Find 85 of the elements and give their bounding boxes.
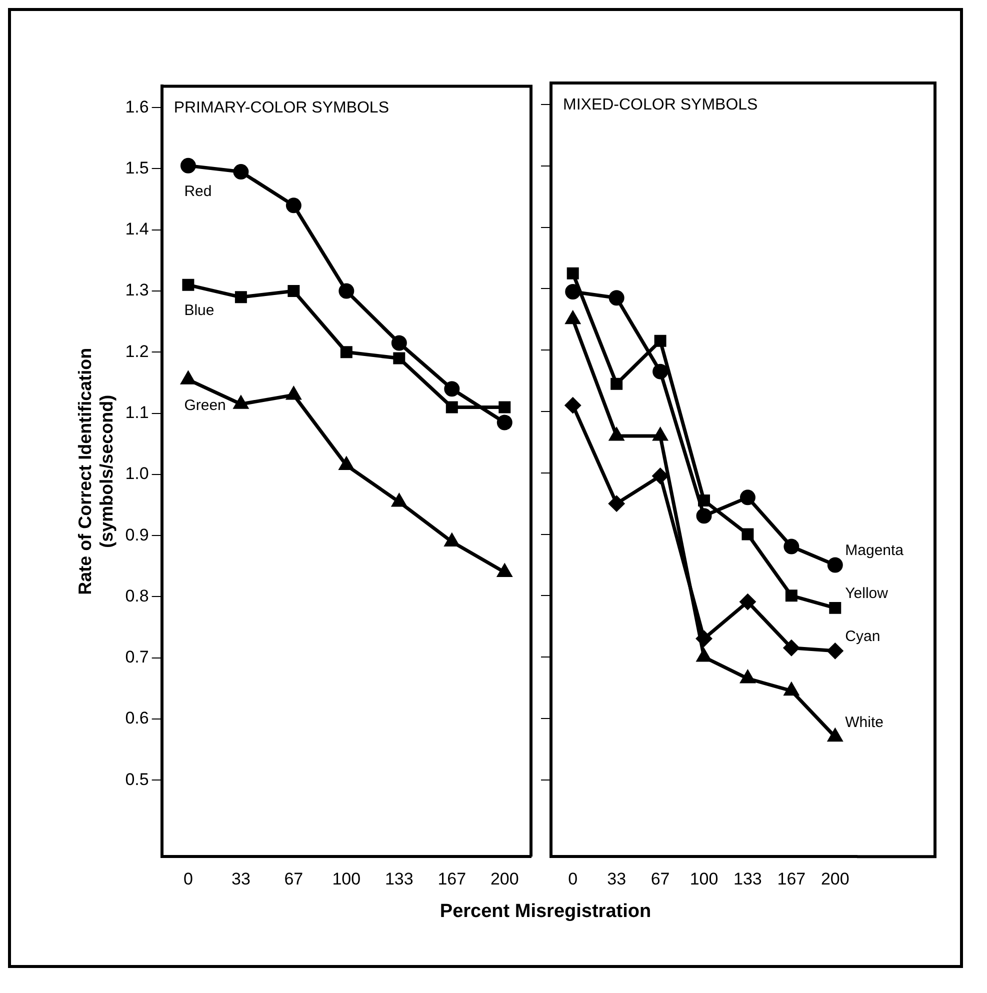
point [339,458,354,470]
point [696,508,712,524]
point [566,267,579,280]
point [340,346,352,358]
x-tick-label: 167 [438,869,466,888]
point [652,468,668,484]
point [785,590,798,602]
x-tick-label: 200 [820,869,850,888]
point [234,291,247,304]
point [392,494,406,507]
point [498,401,511,414]
series-label: Red [184,182,212,200]
y-tick-label: 0.5 [125,770,149,789]
y-tick-label: 0.7 [125,648,149,667]
series-label: Cyan [845,628,880,646]
point [446,401,458,414]
x-tick-label: 100 [690,869,718,888]
point [444,534,459,546]
point [696,630,712,646]
series-label: Blue [184,302,214,320]
point [565,398,581,414]
point [182,278,194,291]
y-tick-label: 1.1 [125,403,149,422]
series-label: Yellow [845,585,888,602]
text: MIXED-COLOR SYMBOLS [563,96,758,114]
y-tick-label: 1.3 [125,280,149,300]
point [233,164,249,180]
point [740,490,756,506]
point [784,538,800,554]
point [610,378,623,390]
point [181,372,196,384]
x-tick-label: 33 [607,869,626,888]
point [286,387,301,400]
series-label: Magenta [845,542,904,560]
point [784,640,800,656]
point [391,335,407,351]
point [566,312,580,324]
point [742,528,754,540]
point [338,283,354,299]
point [654,334,666,347]
x-axis-title: Percent Misregistration [438,901,652,923]
point [652,364,668,380]
y-axis-title: Rate of Correct Identification (symbols/second) [74,348,116,595]
point [608,290,624,306]
point [828,729,842,742]
point [653,428,668,441]
y-tick-label: 1.2 [125,342,149,361]
x-tick-label: 0 [568,869,578,888]
y-tick-label: 1.6 [125,97,149,116]
x-tick-label: 133 [734,869,762,888]
y-tick-label: 0.6 [125,708,149,728]
point [496,414,512,430]
point [444,381,460,397]
x-tick-label: 67 [284,869,304,888]
point [827,557,843,573]
point [288,285,300,298]
x-tick-label: 33 [231,869,250,888]
y-tick-label: 0.9 [125,525,149,544]
x-tick-label: 167 [777,869,806,888]
y-tick-label: 1.4 [125,220,149,239]
point [697,649,711,662]
x-tick-label: 200 [490,869,519,888]
point [565,284,581,300]
point [286,198,302,214]
point [610,428,624,441]
point [740,670,755,684]
point [180,158,196,174]
x-tick-label: 0 [183,869,193,888]
text: PRIMARY-COLOR SYMBOLS [174,100,390,117]
y-tick-label: 1.0 [125,464,149,484]
series-label: Green [184,396,226,414]
point [829,602,842,614]
point [784,683,798,696]
point [234,396,248,409]
x-tick-label: 133 [384,869,414,888]
x-tick-label: 67 [650,869,670,888]
point [827,643,843,659]
point [740,594,756,610]
y-tick-label: 0.8 [125,586,149,606]
y-tick-label: 1.5 [125,158,149,178]
point [608,496,624,512]
point [393,352,406,364]
point [498,564,512,578]
series-label: White [845,714,884,732]
x-tick-label: 100 [332,869,361,888]
